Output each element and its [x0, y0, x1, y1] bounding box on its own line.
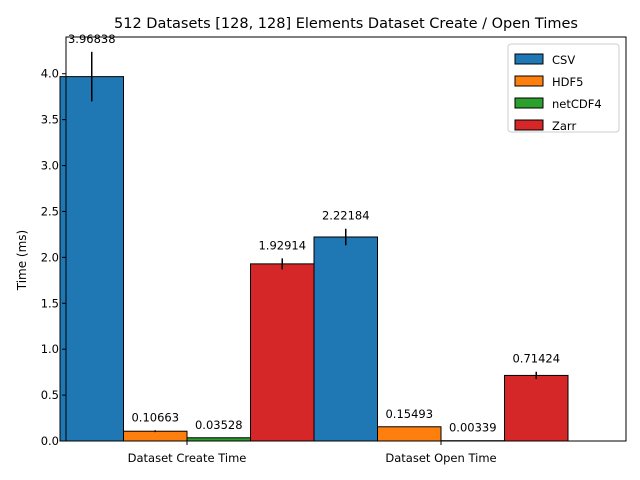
value-label-netcdf4-0: 0.03528	[195, 418, 243, 432]
bar-zarr-0	[250, 263, 315, 442]
legend-label-zarr: Zarr	[552, 119, 576, 133]
legend-swatch-csv	[514, 53, 544, 65]
legend-label-hdf5: HDF5	[552, 75, 583, 89]
bar-zarr-1	[504, 374, 569, 442]
y-tick-label: 3.0	[41, 159, 59, 173]
y-tick-label: 2.5	[41, 204, 59, 218]
value-labels-group: 3.96838 2.22184 0.10663 0.15493 0.03528 0.003…	[68, 32, 560, 435]
y-tick-label: 0.5	[41, 388, 59, 402]
value-label-csv-0: 3.96838	[68, 32, 116, 46]
legend: CSV HDF5 netCDF4 Zarr	[507, 43, 620, 133]
legend-label-netcdf4: netCDF4	[552, 97, 602, 111]
legend-swatch-netcdf4	[514, 97, 544, 109]
bar-hdf5-1	[377, 426, 442, 442]
bar-hdf5-0	[123, 430, 188, 442]
y-tick-label: 4.0	[41, 67, 59, 81]
value-label-zarr-0: 1.92914	[258, 238, 306, 252]
y-axis-label: Time (ms)	[15, 230, 29, 292]
x-ticks-group: Dataset Create Time Dataset Open Time	[128, 441, 497, 465]
bar-csv-1	[313, 236, 378, 442]
bar-csv-0	[59, 76, 124, 442]
value-label-netcdf4-1: 0.00339	[449, 421, 497, 435]
y-tick-label: 1.0	[41, 342, 59, 356]
bars-group	[59, 76, 569, 442]
legend-swatch-zarr	[514, 119, 544, 131]
value-label-zarr-1: 0.71424	[512, 352, 560, 366]
y-tick-label: 1.5	[41, 296, 59, 310]
x-tick-label: Dataset Create Time	[128, 451, 247, 465]
plot-frame	[65, 36, 627, 442]
value-label-csv-1: 2.22184	[322, 209, 370, 223]
y-tick-label: 3.5	[41, 113, 59, 127]
value-label-hdf5-1: 0.15493	[385, 407, 433, 421]
y-ticks-group: 0.0 0.5 1.0 1.5 2.0 2.5 3.0 3.5 4.0	[41, 67, 66, 448]
error-bars-group	[91, 51, 537, 433]
chart-title: 512 Datasets [128, 128] Elements Dataset…	[114, 16, 578, 32]
x-tick-label: Dataset Open Time	[385, 451, 496, 465]
y-tick-label: 0.0	[41, 434, 59, 448]
legend-label-csv: CSV	[552, 53, 575, 67]
legend-box	[507, 43, 620, 133]
legend-swatch-hdf5	[514, 75, 544, 87]
value-label-hdf5-0: 0.10663	[131, 410, 179, 424]
y-tick-label: 2.0	[41, 250, 59, 264]
